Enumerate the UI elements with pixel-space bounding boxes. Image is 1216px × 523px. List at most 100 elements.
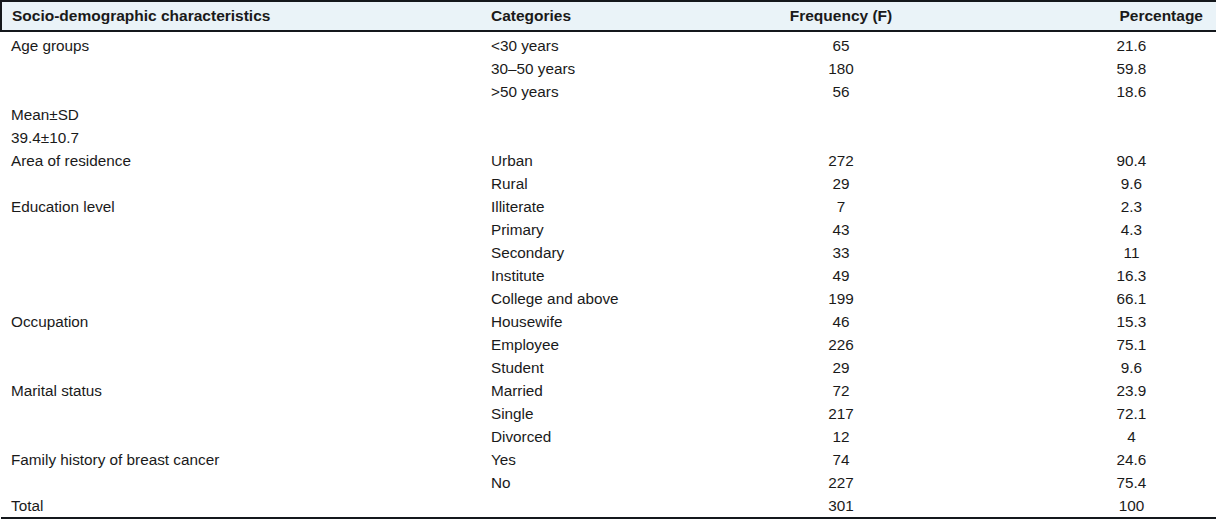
category-cell bbox=[481, 126, 716, 149]
characteristic-cell bbox=[1, 333, 481, 356]
category-cell: Secondary bbox=[481, 241, 716, 264]
table-row: Marital status Married 72 23.9 bbox=[1, 379, 1216, 402]
category-cell: Married bbox=[481, 379, 716, 402]
table-row: 39.4±10.7 bbox=[1, 126, 1216, 149]
table-row: Age groups <30 years 65 21.6 bbox=[1, 31, 1216, 57]
frequency-cell: 46 bbox=[716, 310, 966, 333]
percentage-cell: 2.3 bbox=[966, 195, 1216, 218]
percentage-cell: 18.6 bbox=[966, 80, 1216, 103]
category-cell: <30 years bbox=[481, 31, 716, 57]
characteristic-cell bbox=[1, 218, 481, 241]
percentage-cell: 9.6 bbox=[966, 356, 1216, 379]
table-row: >50 years 56 18.6 bbox=[1, 80, 1216, 103]
category-cell: College and above bbox=[481, 287, 716, 310]
frequency-cell: 74 bbox=[716, 448, 966, 471]
percentage-cell: 11 bbox=[966, 241, 1216, 264]
table-row: Primary 43 4.3 bbox=[1, 218, 1216, 241]
frequency-cell: 72 bbox=[716, 379, 966, 402]
socio-demographic-table-container: Socio-demographic characteristics Catego… bbox=[0, 0, 1216, 523]
characteristic-cell bbox=[1, 172, 481, 195]
column-header-percentage: Percentage bbox=[966, 1, 1216, 31]
frequency-cell: 65 bbox=[716, 31, 966, 57]
category-cell: Housewife bbox=[481, 310, 716, 333]
category-cell bbox=[481, 103, 716, 126]
category-cell bbox=[481, 494, 716, 518]
category-cell: Employee bbox=[481, 333, 716, 356]
characteristic-cell bbox=[1, 264, 481, 287]
characteristic-cell: Area of residence bbox=[1, 149, 481, 172]
frequency-cell: 29 bbox=[716, 172, 966, 195]
percentage-cell: 24.6 bbox=[966, 448, 1216, 471]
characteristic-cell bbox=[1, 241, 481, 264]
characteristic-cell: Occupation bbox=[1, 310, 481, 333]
frequency-cell: 199 bbox=[716, 287, 966, 310]
characteristic-cell: Marital status bbox=[1, 379, 481, 402]
column-header-characteristics: Socio-demographic characteristics bbox=[1, 1, 481, 31]
frequency-cell: 56 bbox=[716, 80, 966, 103]
percentage-cell: 66.1 bbox=[966, 287, 1216, 310]
frequency-cell: 301 bbox=[716, 494, 966, 518]
table-row: Family history of breast cancer Yes 74 2… bbox=[1, 448, 1216, 471]
percentage-cell: 4.3 bbox=[966, 218, 1216, 241]
category-cell: Rural bbox=[481, 172, 716, 195]
category-cell: Institute bbox=[481, 264, 716, 287]
percentage-cell: 9.6 bbox=[966, 172, 1216, 195]
table-row: Education level Illiterate 7 2.3 bbox=[1, 195, 1216, 218]
percentage-cell: 90.4 bbox=[966, 149, 1216, 172]
frequency-cell: 49 bbox=[716, 264, 966, 287]
category-cell: Student bbox=[481, 356, 716, 379]
frequency-cell: 12 bbox=[716, 425, 966, 448]
percentage-cell: 23.9 bbox=[966, 379, 1216, 402]
frequency-cell: 226 bbox=[716, 333, 966, 356]
frequency-cell: 43 bbox=[716, 218, 966, 241]
frequency-cell: 272 bbox=[716, 149, 966, 172]
table-row: Student 29 9.6 bbox=[1, 356, 1216, 379]
frequency-cell bbox=[716, 103, 966, 126]
table-row: Single 217 72.1 bbox=[1, 402, 1216, 425]
characteristic-cell: Education level bbox=[1, 195, 481, 218]
table-row: Secondary 33 11 bbox=[1, 241, 1216, 264]
characteristic-cell: Family history of breast cancer bbox=[1, 448, 481, 471]
table-row: No 227 75.4 bbox=[1, 471, 1216, 494]
table-row: Institute 49 16.3 bbox=[1, 264, 1216, 287]
frequency-cell: 180 bbox=[716, 57, 966, 80]
characteristic-cell: Age groups bbox=[1, 31, 481, 57]
socio-demographic-table: Socio-demographic characteristics Catego… bbox=[0, 0, 1216, 519]
characteristic-cell: 39.4±10.7 bbox=[1, 126, 481, 149]
percentage-cell bbox=[966, 126, 1216, 149]
characteristic-cell bbox=[1, 425, 481, 448]
frequency-cell: 217 bbox=[716, 402, 966, 425]
percentage-cell: 75.4 bbox=[966, 471, 1216, 494]
frequency-cell: 227 bbox=[716, 471, 966, 494]
characteristic-cell bbox=[1, 80, 481, 103]
table-body: Age groups <30 years 65 21.6 30–50 years… bbox=[1, 31, 1216, 518]
percentage-cell: 100 bbox=[966, 494, 1216, 518]
category-cell: Single bbox=[481, 402, 716, 425]
frequency-cell: 29 bbox=[716, 356, 966, 379]
characteristic-cell: Total bbox=[1, 494, 481, 518]
characteristic-cell bbox=[1, 471, 481, 494]
characteristic-cell bbox=[1, 402, 481, 425]
percentage-cell: 75.1 bbox=[966, 333, 1216, 356]
frequency-cell bbox=[716, 126, 966, 149]
table-row: Area of residence Urban 272 90.4 bbox=[1, 149, 1216, 172]
characteristic-cell bbox=[1, 356, 481, 379]
table-row: 30–50 years 180 59.8 bbox=[1, 57, 1216, 80]
category-cell: Divorced bbox=[481, 425, 716, 448]
table-header: Socio-demographic characteristics Catego… bbox=[1, 1, 1216, 31]
frequency-cell: 7 bbox=[716, 195, 966, 218]
column-header-categories: Categories bbox=[481, 1, 716, 31]
percentage-cell bbox=[966, 103, 1216, 126]
table-row: Divorced 12 4 bbox=[1, 425, 1216, 448]
percentage-cell: 72.1 bbox=[966, 402, 1216, 425]
table-row: Rural 29 9.6 bbox=[1, 172, 1216, 195]
category-cell: No bbox=[481, 471, 716, 494]
table-row: Occupation Housewife 46 15.3 bbox=[1, 310, 1216, 333]
category-cell: Primary bbox=[481, 218, 716, 241]
bottom-margin bbox=[0, 519, 1216, 523]
characteristic-cell bbox=[1, 57, 481, 80]
column-header-frequency: Frequency (F) bbox=[716, 1, 966, 31]
percentage-cell: 4 bbox=[966, 425, 1216, 448]
header-row: Socio-demographic characteristics Catego… bbox=[1, 1, 1216, 31]
category-cell: >50 years bbox=[481, 80, 716, 103]
